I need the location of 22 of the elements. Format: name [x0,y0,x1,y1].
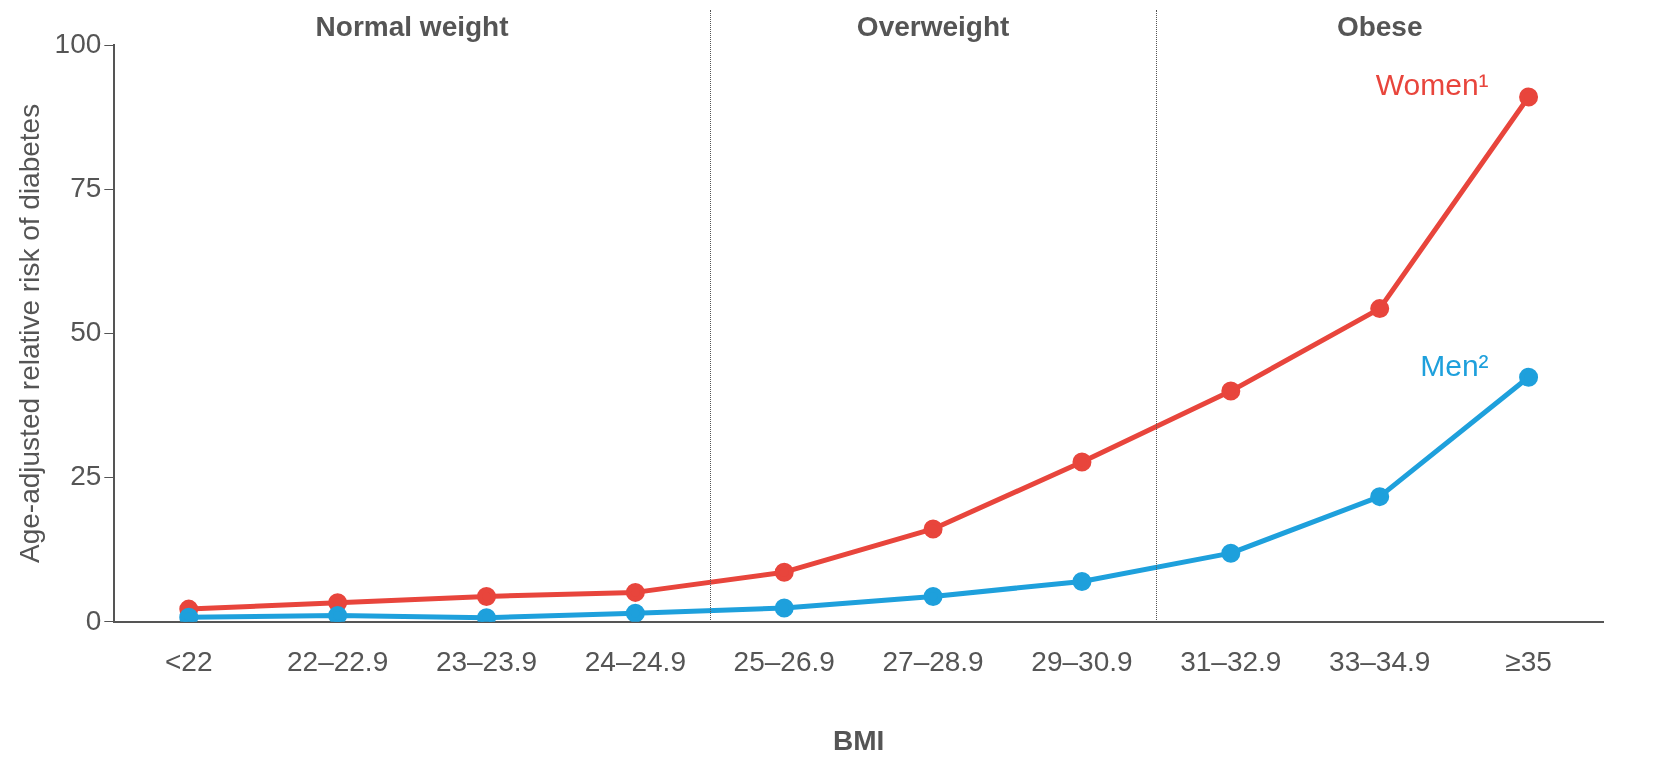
x-tick-label: <22 [165,646,213,678]
y-tick-label: 25 [70,460,102,492]
x-tick-label: 29–30.9 [1031,646,1133,678]
x-tick-label: 27–28.9 [882,646,984,678]
x-tick-label: 31–32.9 [1180,646,1282,678]
text: Normal weight [315,10,509,42]
y-tick-label: 75 [70,171,102,203]
x-tick-label: 24–24.9 [584,646,686,678]
text: Overweight [856,10,1010,42]
y-tick-label: 50 [70,316,102,348]
series-label: Men² [1420,348,1489,382]
x-tick-label: 22–22.9 [287,646,389,678]
y-tick-label: 100 [54,27,102,59]
x-axis-title: BMI [832,724,885,756]
series-label: Women¹ [1375,68,1489,102]
x-tick-label: ≥35 [1505,646,1552,678]
y-axis-title: Age-adjusted relative risk of diabetes [13,103,45,563]
y-tick-label: 0 [85,604,102,636]
x-tick-label: 25–26.9 [733,646,835,678]
x-tick-label: 33–34.9 [1329,646,1431,678]
x-tick-label: 23–23.9 [435,646,538,678]
text: Obese [1336,10,1423,42]
